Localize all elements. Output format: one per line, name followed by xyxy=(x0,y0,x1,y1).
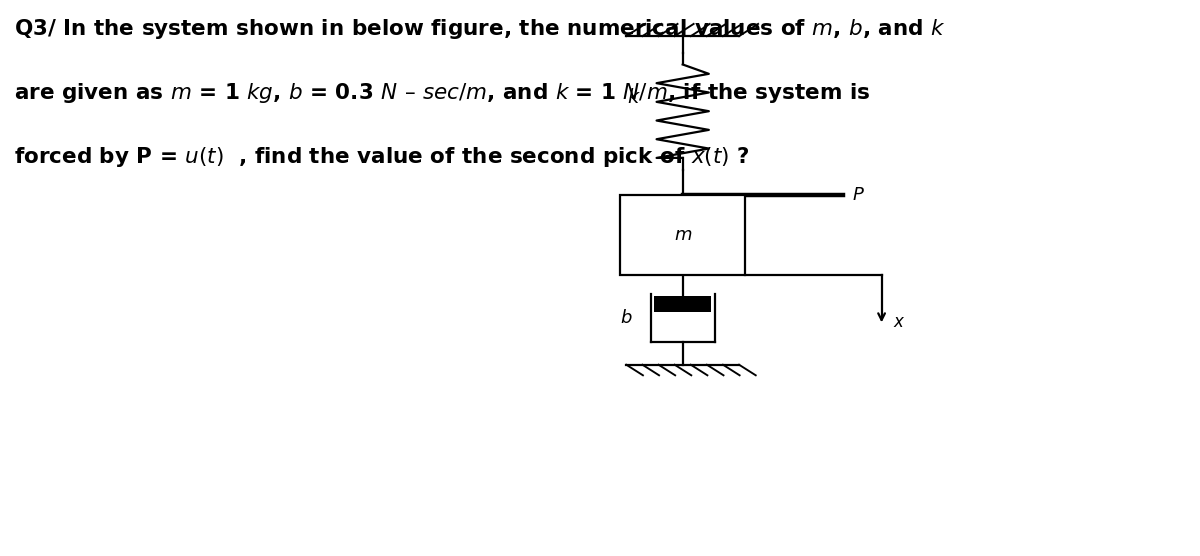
Text: $P$: $P$ xyxy=(852,186,865,203)
Text: forced by P = $u(t)$  , find the value of the second pick of $x(t)$ ?: forced by P = $u(t)$ , find the value of… xyxy=(14,145,750,168)
Text: Q3/ In the system shown in below figure, the numerical values of $m$, $b$, and $: Q3/ In the system shown in below figure,… xyxy=(14,17,946,41)
Bar xyxy=(654,296,712,312)
Text: $x$: $x$ xyxy=(894,314,906,331)
Text: $b$: $b$ xyxy=(620,309,632,327)
Text: are given as $m$ = 1 $kg$, $b$ = 0.3 $N$ – $sec/m$, and $k$ = 1 $N/m$, if the sy: are given as $m$ = 1 $kg$, $b$ = 0.3 $N$… xyxy=(14,81,870,105)
Text: $k$: $k$ xyxy=(628,88,641,107)
Text: $m$: $m$ xyxy=(673,226,692,244)
Bar xyxy=(620,195,745,275)
